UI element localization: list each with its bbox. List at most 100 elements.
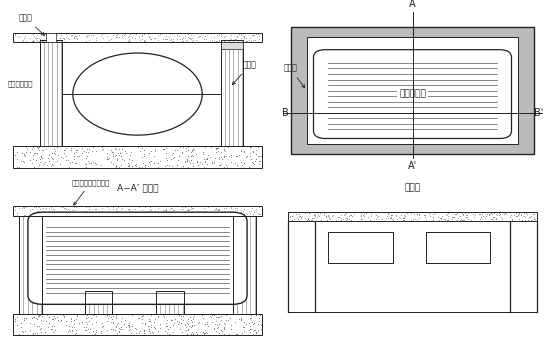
Point	[120, 157, 129, 162]
Point	[183, 207, 191, 212]
Point	[99, 146, 108, 151]
Point	[146, 34, 155, 40]
Point	[185, 323, 194, 328]
Point	[177, 320, 185, 326]
Point	[236, 214, 245, 219]
Point	[103, 319, 112, 324]
Point	[130, 325, 139, 331]
Point	[463, 213, 471, 218]
Point	[118, 212, 127, 218]
Point	[237, 203, 246, 209]
Point	[387, 212, 395, 218]
Point	[190, 322, 199, 328]
Point	[372, 214, 381, 219]
Point	[144, 150, 153, 156]
Point	[431, 210, 439, 216]
Point	[174, 154, 183, 159]
Point	[114, 147, 123, 152]
Point	[170, 208, 179, 213]
Point	[188, 36, 196, 41]
Point	[488, 217, 497, 223]
Point	[199, 329, 207, 335]
Point	[13, 156, 21, 162]
Point	[510, 213, 519, 218]
Point	[232, 209, 241, 215]
Point	[530, 214, 538, 220]
Point	[115, 329, 124, 335]
Point	[52, 314, 61, 320]
Point	[156, 321, 164, 327]
Point	[233, 332, 241, 337]
Point	[154, 164, 163, 170]
Point	[141, 162, 150, 168]
Point	[523, 212, 532, 217]
Point	[178, 150, 186, 155]
Point	[255, 204, 263, 210]
Point	[82, 204, 91, 209]
Point	[28, 211, 37, 217]
Point	[13, 332, 21, 337]
Point	[426, 213, 434, 218]
Point	[13, 149, 22, 155]
Point	[64, 329, 73, 335]
Point	[461, 212, 470, 217]
Point	[419, 218, 427, 223]
Point	[212, 145, 221, 150]
Point	[59, 205, 68, 210]
Point	[223, 312, 232, 317]
Point	[216, 211, 225, 217]
Point	[183, 156, 191, 161]
Point	[48, 311, 57, 317]
Point	[86, 209, 95, 215]
Point	[251, 213, 260, 218]
Point	[144, 328, 153, 334]
Point	[308, 217, 317, 223]
Point	[230, 37, 239, 42]
Point	[342, 215, 350, 221]
Point	[257, 322, 266, 328]
Point	[62, 153, 70, 158]
Point	[19, 158, 28, 163]
Point	[188, 330, 197, 336]
Point	[248, 159, 257, 165]
Point	[191, 151, 200, 157]
Point	[21, 144, 30, 149]
Point	[30, 164, 38, 169]
Point	[107, 209, 116, 215]
Point	[240, 212, 249, 217]
Point	[156, 326, 164, 331]
Point	[466, 217, 475, 223]
Point	[131, 39, 140, 44]
Point	[178, 317, 187, 322]
Point	[139, 37, 148, 43]
Point	[131, 331, 140, 336]
Point	[75, 32, 84, 38]
Point	[47, 155, 56, 161]
Point	[346, 212, 355, 217]
Text: 平面図: 平面図	[404, 183, 421, 192]
Point	[161, 206, 170, 212]
Point	[124, 34, 133, 40]
Point	[168, 38, 177, 44]
Point	[214, 325, 223, 330]
Point	[226, 206, 235, 211]
Point	[167, 36, 176, 42]
Point	[251, 208, 260, 214]
Point	[290, 216, 299, 222]
Point	[132, 163, 141, 169]
Point	[219, 324, 228, 329]
Point	[389, 218, 398, 223]
Point	[392, 213, 400, 219]
Point	[108, 32, 117, 38]
Point	[232, 37, 241, 42]
Point	[81, 155, 90, 161]
Point	[202, 319, 211, 324]
Point	[395, 214, 404, 219]
Point	[236, 315, 245, 321]
Point	[188, 311, 197, 317]
Point	[322, 214, 331, 220]
Circle shape	[73, 53, 202, 135]
Point	[189, 316, 197, 321]
Point	[203, 330, 212, 336]
Point	[229, 311, 238, 317]
